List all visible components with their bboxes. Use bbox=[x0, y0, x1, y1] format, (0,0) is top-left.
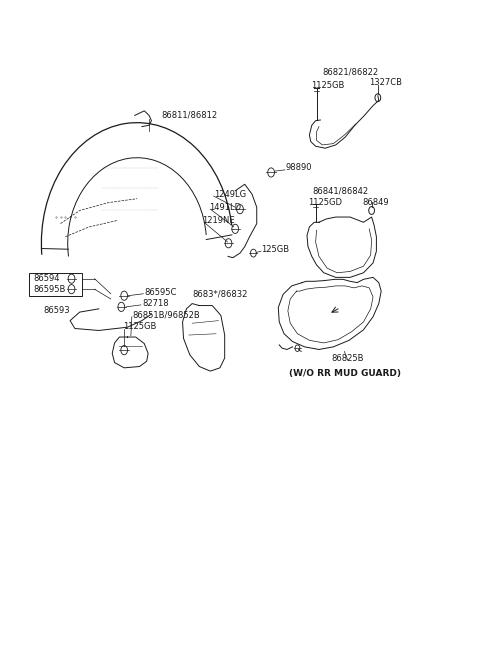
Text: 86851B/96852B: 86851B/96852B bbox=[132, 311, 200, 320]
Text: 1125GB: 1125GB bbox=[311, 81, 344, 91]
Text: 86593: 86593 bbox=[44, 306, 71, 315]
Text: 1125GB: 1125GB bbox=[123, 322, 156, 331]
Text: 8683*/86832: 8683*/86832 bbox=[192, 290, 248, 299]
Text: 98890: 98890 bbox=[286, 164, 312, 172]
Text: 1327CB: 1327CB bbox=[369, 78, 402, 87]
Text: 1249LG: 1249LG bbox=[214, 190, 246, 198]
Text: 1219NE: 1219NE bbox=[202, 215, 234, 225]
Text: 125GB: 125GB bbox=[262, 245, 289, 254]
Text: 86825B: 86825B bbox=[331, 353, 364, 363]
Text: 86595B: 86595B bbox=[33, 284, 66, 294]
Text: 86595C: 86595C bbox=[144, 288, 177, 297]
Text: 86841/86842: 86841/86842 bbox=[312, 187, 369, 195]
Text: 86821/86822: 86821/86822 bbox=[322, 67, 378, 76]
Bar bbox=[29, 273, 82, 296]
Text: 86594: 86594 bbox=[33, 274, 60, 283]
Text: 86849: 86849 bbox=[362, 198, 389, 207]
Text: 1491LD: 1491LD bbox=[209, 203, 241, 212]
Text: 82718: 82718 bbox=[142, 299, 168, 308]
Text: (W/O RR MUD GUARD): (W/O RR MUD GUARD) bbox=[289, 369, 401, 378]
Text: 86811/86812: 86811/86812 bbox=[162, 111, 218, 120]
Text: 1125GD: 1125GD bbox=[309, 198, 342, 207]
